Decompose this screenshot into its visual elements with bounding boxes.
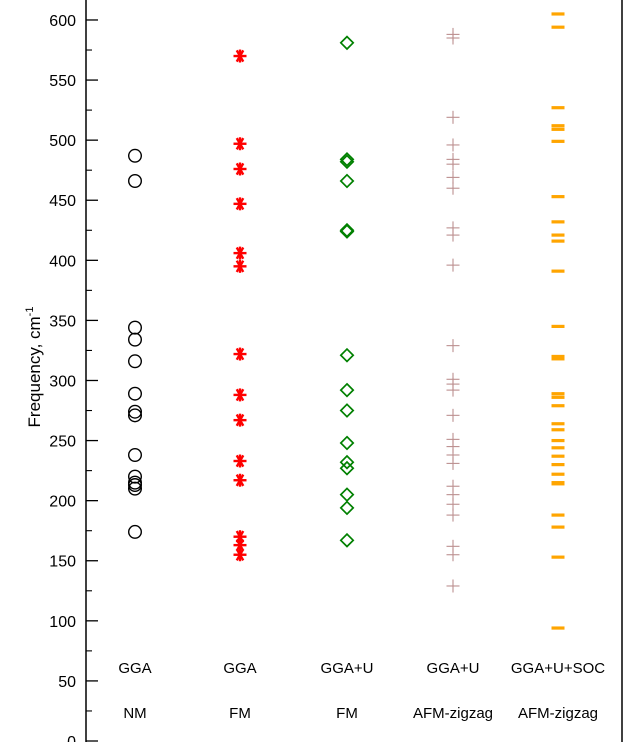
y-tick-label: 550 bbox=[49, 73, 76, 90]
category-label: GGA bbox=[118, 660, 151, 677]
asterisk-marker bbox=[233, 530, 247, 544]
asterisk-marker bbox=[233, 413, 247, 427]
diamond-marker bbox=[339, 173, 355, 189]
circle-marker bbox=[127, 469, 142, 484]
y-tick-label: 400 bbox=[49, 253, 76, 270]
circle-marker bbox=[127, 475, 142, 490]
asterisk-marker bbox=[233, 347, 247, 361]
plus-marker bbox=[446, 579, 460, 593]
asterisk-marker bbox=[233, 137, 247, 151]
asterisk-marker bbox=[233, 259, 247, 273]
diamond-marker bbox=[339, 382, 355, 398]
plus-marker bbox=[446, 258, 460, 272]
circle-marker bbox=[127, 386, 142, 401]
asterisk-marker bbox=[233, 246, 247, 260]
y-tick-label: 500 bbox=[49, 133, 76, 150]
circle-marker bbox=[127, 404, 142, 419]
plus-marker bbox=[446, 27, 460, 41]
category-label: GGA+U bbox=[321, 660, 374, 677]
asterisk-marker bbox=[233, 454, 247, 468]
asterisk-marker bbox=[233, 49, 247, 63]
diamond-marker bbox=[339, 151, 355, 167]
diamond-marker bbox=[339, 347, 355, 363]
y-tick-label: 350 bbox=[49, 313, 76, 330]
diamond-marker bbox=[339, 435, 355, 451]
diamond-marker bbox=[339, 154, 355, 170]
y-tick-label: 100 bbox=[49, 614, 76, 631]
y-tick-label: 150 bbox=[49, 554, 76, 571]
plus-marker bbox=[446, 432, 460, 446]
category-label: GGA+U bbox=[427, 660, 480, 677]
category-label: AFM-zigzag bbox=[518, 705, 598, 722]
plus-marker bbox=[446, 110, 460, 124]
circle-marker bbox=[127, 174, 142, 189]
diamond-marker bbox=[339, 500, 355, 516]
diamond-marker bbox=[339, 35, 355, 51]
diamond-marker bbox=[339, 454, 355, 470]
plus-marker bbox=[446, 170, 460, 184]
diamond-marker bbox=[339, 532, 355, 548]
diamond-marker bbox=[339, 487, 355, 503]
circle-marker bbox=[127, 447, 142, 462]
diamond-marker bbox=[339, 222, 355, 238]
category-label: GGA+U+SOC bbox=[511, 660, 605, 677]
y-tick-label: 50 bbox=[58, 674, 76, 691]
y-tick-label: 0 bbox=[67, 734, 76, 742]
plus-marker bbox=[446, 372, 460, 386]
y-tick-label: 250 bbox=[49, 434, 76, 451]
y-axis-title-main: Frequency, cm bbox=[25, 316, 44, 427]
category-label: FM bbox=[336, 705, 358, 722]
plus-marker bbox=[446, 408, 460, 422]
plus-marker bbox=[446, 539, 460, 553]
category-label: NM bbox=[123, 705, 146, 722]
y-axis-title-superscript: -1 bbox=[24, 307, 36, 317]
diamond-marker bbox=[339, 460, 355, 476]
asterisk-marker bbox=[233, 473, 247, 487]
category-label: AFM-zigzag bbox=[413, 705, 493, 722]
plus-marker bbox=[446, 221, 460, 235]
circle-marker bbox=[127, 148, 142, 163]
y-tick-label: 600 bbox=[49, 13, 76, 30]
asterisk-marker bbox=[233, 388, 247, 402]
plus-marker bbox=[446, 138, 460, 152]
plus-marker bbox=[446, 152, 460, 166]
asterisk-marker bbox=[233, 162, 247, 176]
circle-marker bbox=[127, 524, 142, 539]
circle-marker bbox=[127, 354, 142, 369]
plus-marker bbox=[446, 339, 460, 353]
y-axis-title: Frequency, cm-1 bbox=[24, 307, 44, 428]
circle-marker bbox=[127, 320, 142, 335]
diamond-marker bbox=[339, 403, 355, 418]
y-tick-label: 200 bbox=[49, 494, 76, 511]
asterisk-marker bbox=[233, 197, 247, 211]
y-tick-label: 300 bbox=[49, 373, 76, 390]
circle-marker bbox=[127, 408, 142, 423]
plus-marker bbox=[446, 479, 460, 493]
y-tick-label: 450 bbox=[49, 193, 76, 210]
plot-area bbox=[86, 0, 623, 742]
category-label: FM bbox=[229, 705, 251, 722]
category-label: GGA bbox=[223, 660, 256, 677]
